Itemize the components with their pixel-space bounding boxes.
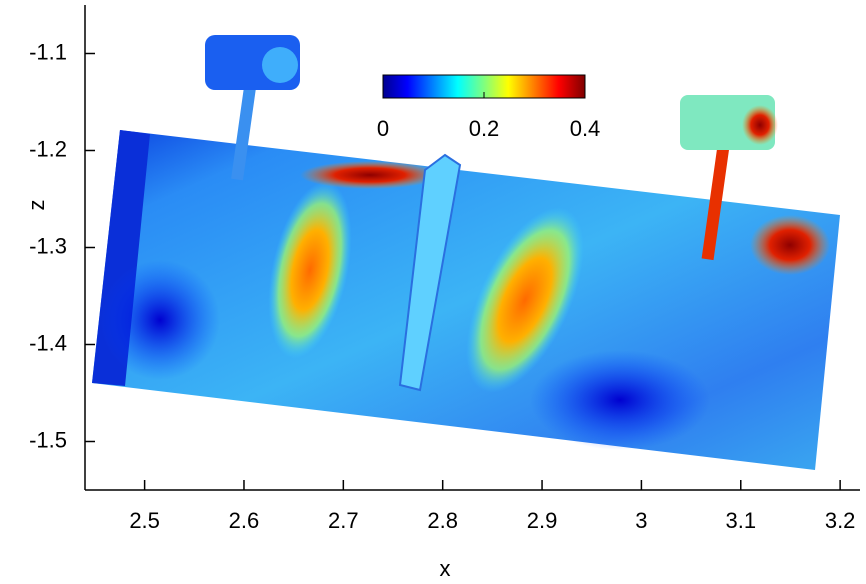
y-tick-label: -1.2 <box>29 136 67 161</box>
x-tick-label: 2.9 <box>527 508 558 533</box>
x-tick-label: 3.2 <box>825 508 856 533</box>
y-tick-label: -1.1 <box>29 39 67 64</box>
y-axis-label: z <box>24 200 49 211</box>
y-tick-label: -1.5 <box>29 427 67 452</box>
y-tick-label: -1.4 <box>29 330 67 355</box>
colorbar-tick-label: 0.4 <box>570 116 601 141</box>
x-tick-label: 2.5 <box>129 508 160 533</box>
x-tick-label: 3 <box>635 508 647 533</box>
x-tick-label: 2.6 <box>229 508 260 533</box>
x-axis-label: x <box>440 556 451 581</box>
colorbar-tick-label: 0.2 <box>469 116 500 141</box>
x-tick-label: 3.1 <box>725 508 756 533</box>
y-tick-label: -1.3 <box>29 233 67 258</box>
colorbar-tick-label: 0 <box>377 116 389 141</box>
x-tick-label: 2.7 <box>328 508 359 533</box>
field <box>92 35 840 470</box>
x-tick-label: 2.8 <box>427 508 458 533</box>
